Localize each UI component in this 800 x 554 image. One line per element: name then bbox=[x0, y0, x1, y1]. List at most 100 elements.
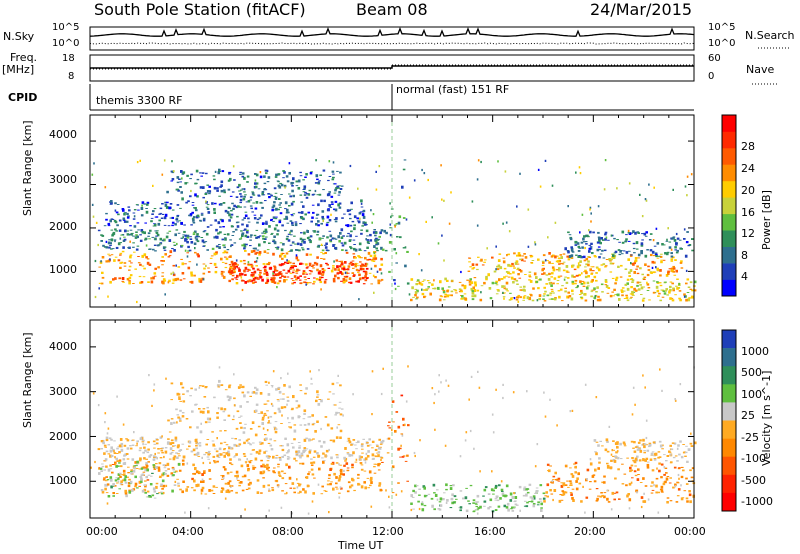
data-cell bbox=[542, 492, 546, 495]
data-cell bbox=[532, 503, 536, 505]
data-cell bbox=[279, 458, 282, 461]
data-cell bbox=[117, 242, 121, 246]
data-cell bbox=[312, 211, 315, 214]
data-cell bbox=[285, 272, 288, 274]
data-cell bbox=[625, 484, 628, 487]
data-cell bbox=[282, 393, 285, 395]
data-cell bbox=[615, 491, 619, 494]
data-cell bbox=[550, 284, 553, 287]
scatter-point bbox=[608, 425, 611, 428]
data-cell bbox=[635, 268, 638, 270]
data-cell bbox=[160, 449, 164, 452]
data-cell bbox=[584, 299, 588, 302]
data-cell bbox=[181, 443, 185, 445]
data-cell bbox=[562, 269, 566, 272]
data-cell bbox=[283, 384, 286, 387]
colorbar-swatch bbox=[722, 147, 736, 165]
scatter-point bbox=[235, 259, 238, 262]
data-cell bbox=[623, 445, 627, 447]
data-cell bbox=[190, 224, 193, 226]
data-cell bbox=[321, 237, 324, 239]
data-cell bbox=[312, 422, 316, 425]
data-cell bbox=[223, 246, 226, 249]
scatter-point bbox=[438, 374, 440, 377]
data-cell bbox=[592, 231, 595, 234]
data-cell bbox=[244, 194, 247, 196]
data-cell bbox=[336, 170, 339, 172]
scatter-point bbox=[246, 458, 248, 461]
data-cell bbox=[330, 481, 333, 483]
data-cell bbox=[688, 493, 692, 497]
data-cell bbox=[690, 295, 694, 299]
scatter-point bbox=[263, 414, 265, 417]
data-cell bbox=[217, 221, 221, 225]
data-cell bbox=[484, 259, 487, 261]
data-cell bbox=[345, 251, 349, 254]
data-cell bbox=[153, 443, 157, 445]
data-cell bbox=[323, 269, 326, 272]
data-cell bbox=[291, 242, 295, 244]
data-cell bbox=[509, 265, 513, 268]
data-cell bbox=[114, 479, 118, 482]
scatter-point bbox=[497, 160, 499, 163]
data-cell bbox=[676, 495, 680, 497]
data-cell bbox=[656, 257, 660, 259]
data-cell bbox=[359, 459, 362, 461]
data-cell bbox=[280, 406, 284, 409]
data-cell bbox=[635, 248, 639, 250]
data-cell bbox=[597, 467, 600, 470]
data-cell bbox=[299, 490, 302, 494]
data-cell bbox=[291, 189, 294, 193]
data-cell bbox=[360, 199, 363, 203]
data-cell bbox=[432, 287, 435, 290]
data-cell bbox=[219, 186, 222, 188]
data-cell bbox=[621, 290, 624, 294]
data-cell bbox=[543, 293, 546, 295]
data-cell bbox=[313, 450, 317, 453]
data-cell bbox=[213, 186, 217, 190]
scatter-point bbox=[262, 471, 265, 475]
data-cell bbox=[173, 421, 176, 424]
data-cell bbox=[635, 489, 638, 492]
data-cell bbox=[299, 424, 303, 426]
data-cell bbox=[283, 184, 287, 188]
data-cell bbox=[286, 262, 289, 264]
x-tick-label: 04:00 bbox=[172, 525, 204, 538]
data-cell bbox=[322, 235, 325, 237]
scatter-point bbox=[641, 215, 644, 218]
data-cell bbox=[156, 493, 159, 495]
data-cell bbox=[539, 484, 543, 487]
data-cell bbox=[348, 441, 352, 444]
data-cell bbox=[309, 282, 312, 284]
data-cell bbox=[639, 449, 643, 453]
data-cell bbox=[263, 272, 266, 275]
nsky-label: N.Sky bbox=[3, 30, 35, 43]
data-cell bbox=[355, 448, 358, 450]
data-cell bbox=[613, 459, 617, 463]
data-cell bbox=[550, 493, 554, 495]
colorbar-swatch bbox=[722, 348, 736, 367]
data-cell bbox=[336, 456, 339, 459]
data-cell bbox=[171, 221, 175, 224]
data-cell bbox=[370, 481, 373, 484]
data-cell bbox=[256, 479, 260, 482]
data-cell bbox=[348, 213, 352, 216]
data-cell bbox=[677, 488, 681, 491]
data-cell bbox=[442, 289, 445, 291]
data-cell bbox=[402, 217, 406, 219]
data-cell bbox=[223, 454, 226, 458]
beam-title: Beam 08 bbox=[356, 0, 428, 19]
data-cell bbox=[307, 473, 310, 476]
data-cell bbox=[153, 456, 156, 458]
data-cell bbox=[302, 450, 305, 454]
data-cell bbox=[680, 267, 684, 269]
data-cell bbox=[129, 229, 133, 231]
data-cell bbox=[596, 497, 599, 501]
data-cell bbox=[274, 480, 278, 482]
scatter-point bbox=[690, 173, 693, 176]
data-cell bbox=[531, 299, 535, 302]
data-cell bbox=[376, 242, 380, 245]
scatter-point bbox=[661, 389, 663, 392]
scatter-point bbox=[465, 431, 468, 434]
data-cell bbox=[293, 275, 297, 278]
